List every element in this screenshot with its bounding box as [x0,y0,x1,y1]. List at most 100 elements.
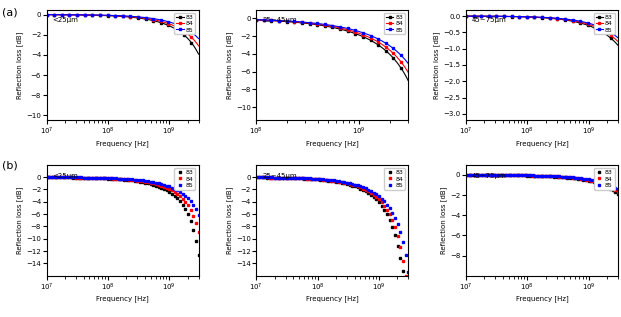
85 [512,173,519,177]
84 [153,18,161,22]
83 [481,173,488,177]
83 [93,13,100,17]
83 [558,175,565,179]
84 [43,13,50,16]
Line: 84: 84 [465,174,619,193]
X-axis label: Frequency [Hz]: Frequency [Hz] [515,295,568,302]
85 [573,19,580,23]
85 [614,187,621,191]
X-axis label: Frequency [Hz]: Frequency [Hz] [515,140,568,147]
84 [462,173,469,177]
85 [558,175,565,178]
85 [93,13,100,17]
85 [558,17,565,21]
Line: 85: 85 [45,14,199,40]
84 [195,44,202,48]
X-axis label: Frequency [Hz]: Frequency [Hz] [306,140,358,147]
85 [404,270,412,274]
85 [138,15,146,19]
84 [558,175,565,179]
84 [404,70,412,74]
X-axis label: Frequency [Hz]: Frequency [Hz] [96,140,149,147]
83 [103,14,111,17]
85 [313,177,320,181]
85 [313,22,320,25]
83 [138,180,146,184]
83 [348,184,356,187]
Legend: 83, 84, 85: 83, 84, 85 [175,13,196,34]
85 [103,13,111,17]
85 [253,18,260,22]
Y-axis label: Reflection loss [dB]: Reflection loss [dB] [226,187,233,254]
83 [302,21,309,25]
84 [348,183,356,186]
83 [362,36,369,40]
85 [462,173,469,177]
84 [614,40,621,43]
83 [195,52,202,56]
Text: <25μm: <25μm [53,17,78,23]
85 [61,175,68,179]
83 [462,14,469,18]
Text: (b): (b) [2,160,17,170]
83 [558,17,565,21]
83 [512,15,519,19]
84 [93,13,100,17]
84 [153,182,160,186]
83 [253,176,260,179]
84 [362,34,369,38]
84 [253,18,260,22]
85 [43,13,50,16]
83 [481,14,488,18]
85 [614,36,621,40]
Line: 83: 83 [45,14,199,55]
Legend: 83, 84, 85: 83, 84, 85 [594,13,615,34]
83 [363,36,370,40]
Text: 45~75μm: 45~75μm [472,172,507,178]
85 [138,178,146,182]
84 [313,22,320,26]
83 [253,18,260,22]
84 [481,14,488,18]
85 [153,17,161,21]
85 [462,14,469,18]
85 [572,18,579,22]
84 [363,34,370,38]
85 [253,175,260,179]
83 [271,176,278,179]
Line: 85: 85 [255,19,409,65]
85 [481,173,488,177]
85 [362,187,369,191]
85 [195,213,202,217]
Y-axis label: Reflection loss [dB]: Reflection loss [dB] [440,187,447,254]
83 [572,20,579,24]
83 [93,176,100,180]
83 [313,178,320,181]
84 [103,176,111,180]
83 [61,176,68,179]
84 [481,173,488,177]
84 [61,13,68,16]
84 [138,16,146,20]
Legend: 83, 84, 85: 83, 84, 85 [594,168,615,190]
85 [271,176,278,179]
Line: 83: 83 [255,19,409,82]
83 [572,177,579,180]
84 [302,21,309,25]
83 [522,174,530,178]
84 [43,175,50,179]
Y-axis label: Reflection loss [dB]: Reflection loss [dB] [17,187,24,254]
Line: 84: 84 [255,176,409,288]
83 [404,275,412,279]
X-axis label: Frequency [Hz]: Frequency [Hz] [306,295,358,302]
Line: 85: 85 [465,15,619,39]
85 [271,18,278,22]
84 [253,176,260,179]
84 [348,29,356,33]
85 [348,182,356,186]
Y-axis label: Reflection loss [dB]: Reflection loss [dB] [17,31,24,99]
Legend: 83, 84, 85: 83, 84, 85 [175,168,196,190]
85 [572,176,579,179]
Line: 83: 83 [465,15,619,46]
83 [153,184,161,188]
